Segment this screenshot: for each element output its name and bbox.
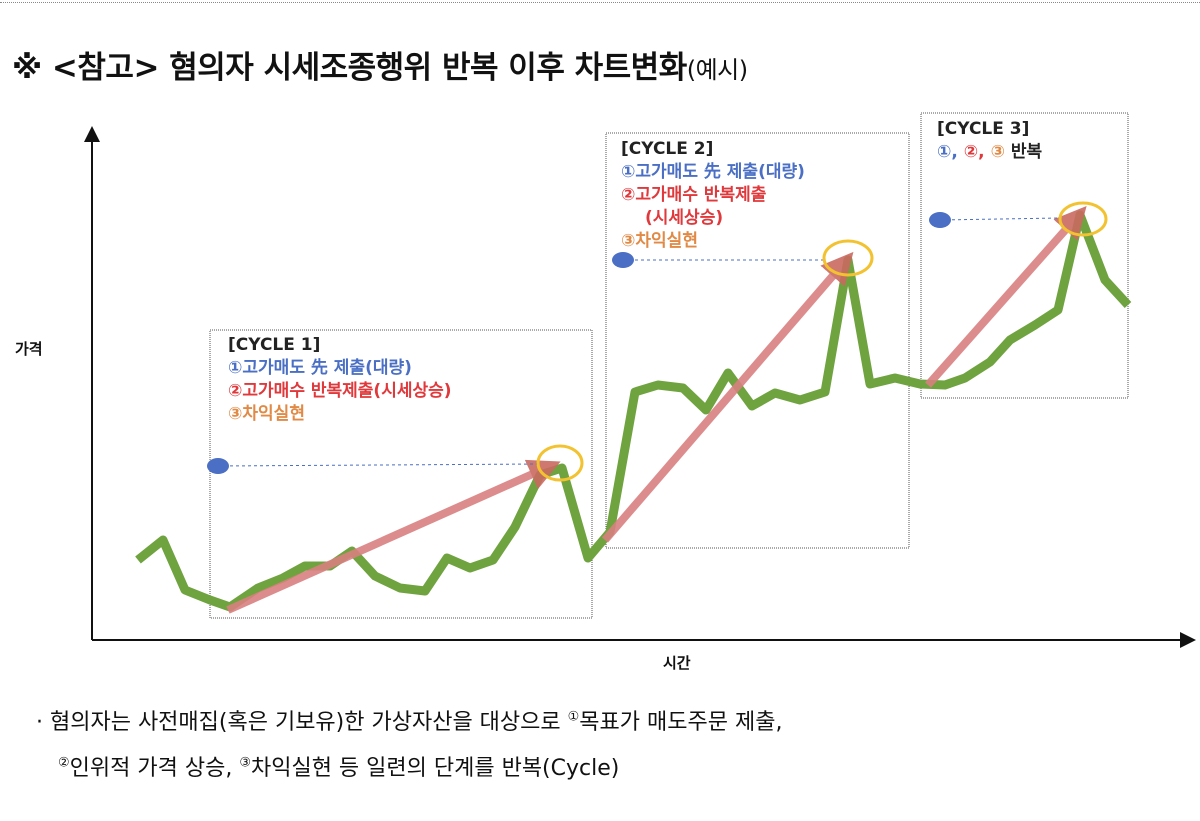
cycle-2-header: [CYCLE 2] [621,139,714,159]
cycle-3-text: [CYCLE 3] ①, ②, ③ 반복 [937,118,1042,164]
top-divider [0,2,1200,3]
cycle-2-step-2b: (시세상승) [645,208,724,228]
page-title: ※ <참고> 혐의자 시세조종행위 반복 이후 차트변화(예시) [12,50,748,86]
peak-circle-2 [822,239,874,277]
cycle-3-step-2: ②, [963,142,985,162]
cycle-2-step-3: ③차익실현 [621,231,698,251]
x-axis-label: 시간 [663,654,691,672]
sell-dot-3 [929,212,951,228]
y-axis-label: 가격 [15,340,43,358]
cycle-3-repeat: 반복 [1010,142,1043,162]
cycle-3-step-1: ①, [937,142,958,162]
cycle-1-text: [CYCLE 1] ①고가매도 先 제출(대량) ②고가매수 반복제출(시세상승… [228,334,452,426]
trend-arrow-cycle-1 [226,459,561,614]
peak-circle-1 [536,444,584,482]
cycle-2-step-1: ①고가매도 先 제출(대량) [621,162,805,182]
cycle-3-header: [CYCLE 3] [937,119,1030,139]
description-line-2: ②인위적 가격 상승, ③차익실현 등 일련의 단계를 반복(Cycle) [58,755,620,781]
sell-dot-1 [207,458,229,474]
sell-level-line-1 [217,463,541,467]
description-line-1: · 혐의자는 사전매집(혹은 기보유)한 가상자산을 대상으로 ①목표가 매도주… [36,709,783,735]
cycle-3-step-3: ③ [990,142,1005,162]
peak-circle-3 [1058,201,1108,237]
cycle-2-box [605,132,910,549]
trend-arrow-cycle-3 [925,206,1087,388]
cycle-1-step-1: ①고가매도 先 제출(대량) [228,358,412,378]
sell-level-line-3 [939,217,1061,221]
cycle-2-step-2: ②고가매수 반복제출 [621,185,767,205]
sell-dot-2 [612,252,634,268]
cycle-1-step-3: ③차익실현 [228,404,305,424]
cycle-1-box [209,329,593,619]
trend-arrow-cycle-2 [601,251,854,543]
cycle-1-step-2: ②고가매수 반복제출(시세상승) [228,381,452,401]
price-line [135,210,1132,612]
cycle-2-text: [CYCLE 2] ①고가매도 先 제출(대량) ②고가매수 반복제출 (시세상… [621,138,805,253]
cycle-1-header: [CYCLE 1] [228,335,321,355]
